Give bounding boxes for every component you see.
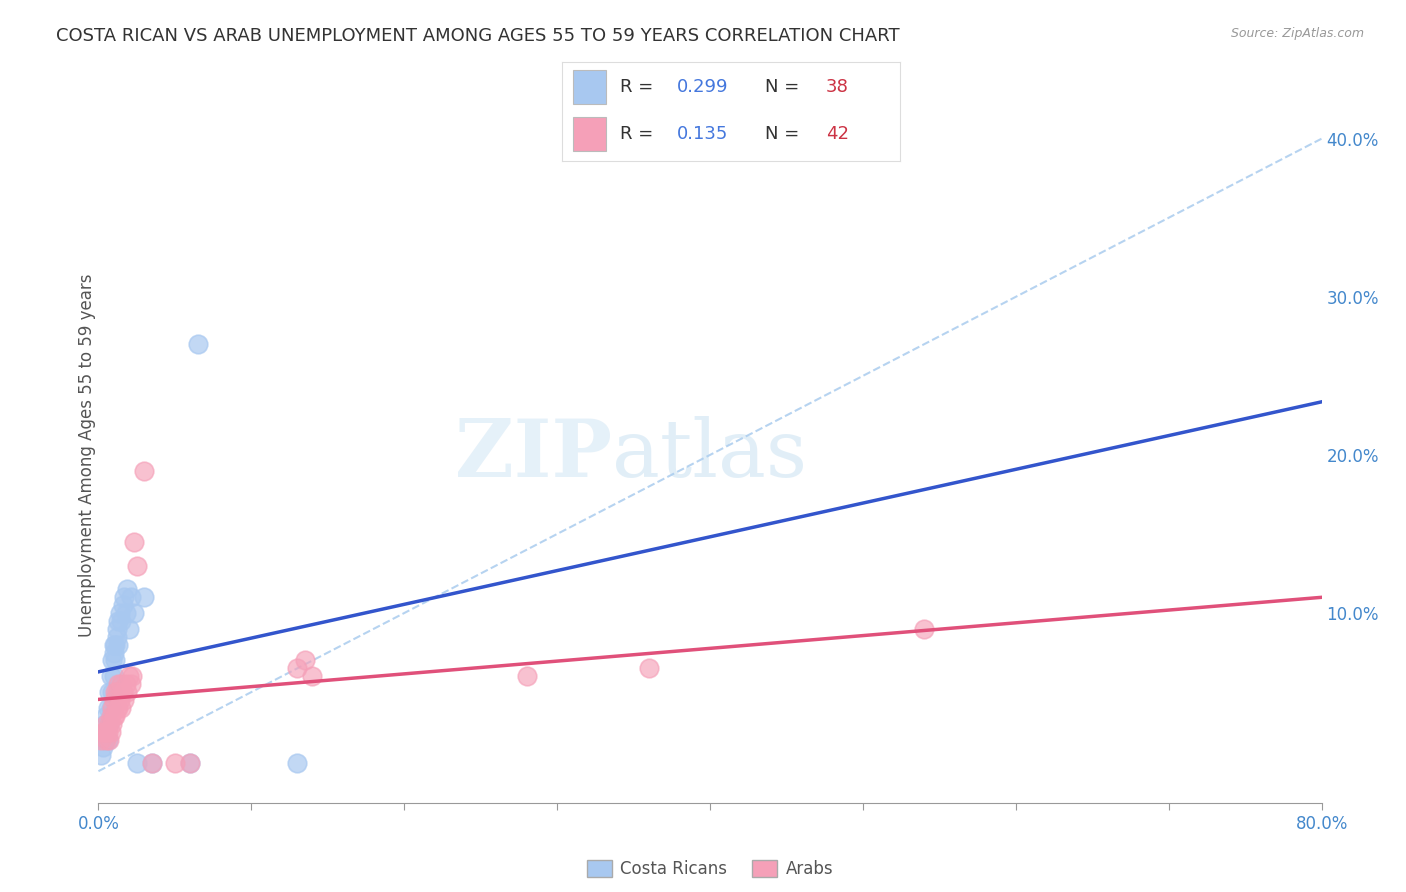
Point	[93, 716, 115, 731]
Point	[187, 337, 209, 351]
Point	[105, 630, 128, 644]
Point	[104, 685, 127, 699]
Point	[117, 582, 139, 597]
Point	[111, 598, 134, 612]
Point	[100, 708, 122, 723]
Point	[97, 701, 120, 715]
Point	[112, 693, 135, 707]
Point	[111, 685, 134, 699]
Point	[110, 677, 132, 691]
Point	[108, 693, 131, 707]
Point	[107, 614, 129, 628]
Point	[637, 661, 661, 675]
Point	[117, 685, 139, 699]
Point	[98, 685, 121, 699]
Point	[115, 677, 138, 691]
Text: ZIP: ZIP	[456, 416, 612, 494]
Point	[110, 701, 132, 715]
Point	[179, 756, 201, 771]
Point	[103, 669, 125, 683]
Point	[97, 724, 120, 739]
Point	[108, 606, 131, 620]
FancyBboxPatch shape	[572, 70, 606, 103]
Point	[105, 622, 128, 636]
Point	[105, 701, 128, 715]
Point	[103, 708, 125, 723]
Point	[91, 724, 114, 739]
Point	[98, 716, 121, 731]
Point	[93, 732, 115, 747]
Point	[101, 685, 124, 699]
Point	[285, 661, 308, 675]
Point	[97, 732, 120, 747]
Text: 0.299: 0.299	[678, 78, 728, 96]
Text: COSTA RICAN VS ARAB UNEMPLOYMENT AMONG AGES 55 TO 59 YEARS CORRELATION CHART: COSTA RICAN VS ARAB UNEMPLOYMENT AMONG A…	[56, 27, 900, 45]
Text: 38: 38	[825, 78, 848, 96]
Point	[104, 653, 127, 667]
Point	[912, 622, 935, 636]
Text: N =: N =	[765, 125, 804, 143]
Text: Source: ZipAtlas.com: Source: ZipAtlas.com	[1230, 27, 1364, 40]
Text: R =: R =	[620, 125, 659, 143]
Point	[118, 622, 141, 636]
Point	[134, 464, 156, 478]
Y-axis label: Unemployment Among Ages 55 to 59 years: Unemployment Among Ages 55 to 59 years	[79, 273, 96, 637]
Point	[103, 646, 125, 660]
Point	[125, 558, 148, 573]
Text: R =: R =	[620, 78, 659, 96]
Point	[94, 724, 117, 739]
Point	[141, 756, 163, 771]
Point	[120, 677, 142, 691]
Point	[179, 756, 201, 771]
Point	[105, 685, 128, 699]
Text: atlas: atlas	[612, 416, 807, 494]
Point	[134, 591, 156, 605]
Point	[90, 732, 112, 747]
Point	[91, 740, 114, 755]
Point	[301, 669, 323, 683]
Point	[104, 708, 127, 723]
Point	[121, 669, 143, 683]
Point	[110, 614, 132, 628]
Point	[94, 732, 117, 747]
Point	[115, 606, 138, 620]
Legend: Costa Ricans, Arabs: Costa Ricans, Arabs	[581, 854, 839, 885]
Point	[93, 724, 115, 739]
Point	[100, 724, 122, 739]
Point	[101, 653, 124, 667]
Point	[294, 653, 316, 667]
Point	[100, 701, 122, 715]
Point	[100, 669, 122, 683]
Point	[101, 701, 124, 715]
FancyBboxPatch shape	[572, 118, 606, 151]
Point	[94, 716, 117, 731]
Point	[120, 591, 142, 605]
Text: 0.135: 0.135	[678, 125, 728, 143]
Point	[107, 701, 129, 715]
Point	[101, 716, 124, 731]
Point	[125, 756, 148, 771]
Point	[107, 677, 129, 691]
Text: 42: 42	[825, 125, 849, 143]
Point	[90, 748, 112, 763]
Point	[98, 732, 121, 747]
Point	[104, 638, 127, 652]
Point	[118, 669, 141, 683]
Point	[122, 534, 145, 549]
Point	[516, 669, 538, 683]
Point	[103, 693, 125, 707]
Point	[285, 756, 308, 771]
Point	[141, 756, 163, 771]
Point	[94, 708, 117, 723]
Point	[112, 591, 135, 605]
Point	[107, 638, 129, 652]
Point	[122, 606, 145, 620]
Point	[163, 756, 186, 771]
Point	[103, 638, 125, 652]
Text: N =: N =	[765, 78, 804, 96]
Point	[98, 716, 121, 731]
